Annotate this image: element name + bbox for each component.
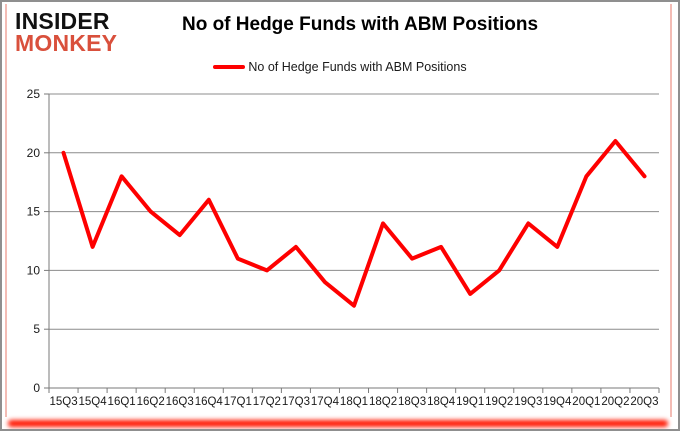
data-line-series [61,139,647,308]
frame-accent-left [5,4,7,417]
x-axis-label: 16Q4 [195,396,224,408]
x-axis-label: 16Q1 [108,396,136,408]
x-axis-label: 19Q1 [456,396,484,408]
x-axis-label: 20Q2 [601,396,629,408]
x-axis-label: 16Q2 [137,396,165,408]
y-axis-label: 0 [33,381,40,395]
y-axis-label: 10 [27,263,41,277]
x-axis-label: 18Q2 [369,396,397,408]
x-axis-label: 17Q1 [224,396,252,408]
insider-monkey-logo: INSIDER MONKEY [15,8,135,56]
x-axis-label: 19Q3 [514,396,542,408]
x-axis-label: 17Q4 [311,396,340,408]
x-axis-label: 18Q4 [427,396,456,408]
y-axis-label: 25 [27,87,41,101]
x-axis-label: 15Q4 [79,396,108,408]
x-axis-label: 19Q2 [485,396,513,408]
x-axis-label: 16Q3 [166,396,194,408]
y-axis-label: 15 [27,205,41,219]
x-axis-label: 17Q2 [253,396,281,408]
frame-accent-right [670,4,672,417]
legend-line-swatch-icon [213,65,246,69]
logo-monkey-text: MONKEY [15,29,118,56]
logo-insider-text: INSIDER [15,8,110,34]
y-axis-label: 20 [27,146,41,160]
x-axis-label: 18Q1 [340,396,368,408]
x-axis-label: 18Q3 [398,396,426,408]
frame-red-shadow [8,420,668,427]
chart-title: No of Hedge Funds with ABM Positions [181,14,539,35]
x-axis-label: 19Q4 [543,396,572,408]
y-axis-label: 5 [33,322,40,336]
chart-legend: No of Hedge Funds with ABM Positions [2,60,678,74]
x-axis-label: 20Q3 [630,396,658,408]
x-axis-label: 15Q3 [49,396,77,408]
x-axis-label: 20Q1 [572,396,600,408]
legend-label: No of Hedge Funds with ABM Positions [248,60,467,74]
x-axis-label: 17Q3 [282,396,310,408]
